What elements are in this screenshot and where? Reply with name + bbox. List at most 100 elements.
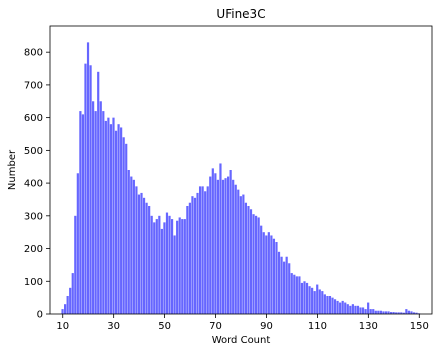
histogram-bar xyxy=(298,276,301,314)
y-axis-ticks: 0 100 200 300 400 500 600 700 800 xyxy=(24,48,50,321)
y-tick-label: 400 xyxy=(24,179,43,190)
histogram-bar xyxy=(356,305,360,314)
histogram-bar xyxy=(300,282,304,314)
histogram-bar xyxy=(216,179,220,314)
x-tick-label: 150 xyxy=(410,321,429,332)
histogram-bar xyxy=(333,299,337,314)
histogram-bar xyxy=(86,42,90,314)
histogram-bar xyxy=(303,281,306,314)
histogram-bar xyxy=(125,143,128,314)
histogram-bar xyxy=(178,217,181,314)
histogram-bar xyxy=(84,63,87,314)
histogram-bar xyxy=(153,222,156,314)
x-tick-label: 70 xyxy=(209,321,222,332)
histogram-bar xyxy=(323,294,326,314)
histogram-bar xyxy=(389,312,393,314)
histogram-bar xyxy=(285,256,288,314)
histogram-bar xyxy=(114,130,118,314)
histogram-bar xyxy=(181,219,184,314)
histogram-bar xyxy=(214,173,217,314)
x-tick-label: 10 xyxy=(56,321,69,332)
y-tick-label: 500 xyxy=(24,146,43,157)
x-axis-label: Word Count xyxy=(212,335,271,346)
histogram-bar xyxy=(308,286,311,314)
histogram-bar xyxy=(148,206,151,314)
histogram-bar xyxy=(305,282,309,314)
histogram-bar xyxy=(242,194,245,314)
histogram-bar xyxy=(89,65,92,314)
histogram-bar xyxy=(69,287,72,314)
x-tick-label: 110 xyxy=(308,321,327,332)
histogram-bar xyxy=(209,176,212,314)
x-tick-label: 130 xyxy=(359,321,378,332)
histogram-bar xyxy=(186,206,189,314)
histogram-bar xyxy=(244,202,248,314)
histogram-bar xyxy=(132,179,135,314)
histogram-bar xyxy=(255,215,258,314)
histogram-bar xyxy=(232,179,235,314)
histogram-bar xyxy=(122,137,125,314)
histogram-bar xyxy=(160,228,163,314)
histogram-bar xyxy=(94,111,97,314)
histogram-bar xyxy=(326,296,329,314)
histogram-bar xyxy=(410,311,413,314)
histogram-bar xyxy=(339,302,342,314)
histogram-bar xyxy=(377,310,380,314)
y-tick-label: 700 xyxy=(24,80,43,91)
histogram-bar xyxy=(379,310,382,314)
histogram-bar xyxy=(313,291,316,314)
histogram-bar xyxy=(137,194,141,314)
histogram-bar xyxy=(275,242,278,314)
plot-frame xyxy=(49,25,433,315)
histogram-bar xyxy=(407,310,411,314)
histogram-bar xyxy=(341,300,344,314)
histogram-bar xyxy=(219,163,222,314)
histogram-bar xyxy=(321,291,324,314)
histogram-bar xyxy=(395,312,398,314)
histogram-bar xyxy=(351,304,354,314)
x-tick-label: 30 xyxy=(107,321,120,332)
histogram-bar xyxy=(206,186,209,314)
histogram-bar xyxy=(288,263,291,314)
x-tick-label: 50 xyxy=(158,321,171,332)
histogram-bar xyxy=(367,302,370,314)
histogram-bar xyxy=(237,189,240,314)
histogram-bar xyxy=(142,197,146,314)
histogram-bar xyxy=(145,202,148,314)
y-axis-label: Number xyxy=(7,149,18,190)
histogram-bar xyxy=(117,124,120,314)
histogram-bar xyxy=(109,124,113,314)
x-tick-label: 90 xyxy=(260,321,273,332)
histogram-bar xyxy=(283,261,286,314)
y-tick-label: 600 xyxy=(24,113,43,124)
y-tick-label: 200 xyxy=(24,244,43,255)
y-tick-label: 800 xyxy=(24,48,43,59)
histogram-bar xyxy=(130,176,133,314)
histogram-bar xyxy=(193,197,197,314)
histogram-bar xyxy=(392,312,395,314)
histogram-bar xyxy=(61,309,64,314)
histogram-bar xyxy=(107,117,110,315)
histogram-bar xyxy=(239,196,242,314)
histogram-bar xyxy=(64,304,67,314)
bars-group xyxy=(61,42,421,315)
histogram-bar xyxy=(201,186,204,314)
histogram-bar xyxy=(405,309,408,314)
histogram-bar xyxy=(234,184,237,314)
histogram-bar xyxy=(364,309,367,314)
histogram-bar xyxy=(270,235,273,314)
histogram-bar xyxy=(293,274,296,314)
histogram-bar xyxy=(328,296,332,314)
histogram-bar xyxy=(397,312,400,314)
histogram-bar xyxy=(173,235,176,314)
histogram-bar xyxy=(260,225,263,314)
histogram-bar xyxy=(265,235,268,314)
histogram-bar xyxy=(387,311,390,314)
histogram-bar xyxy=(336,300,339,314)
histogram-bar xyxy=(163,222,166,314)
histogram-bar xyxy=(170,219,174,314)
histogram-bar xyxy=(400,312,403,314)
histogram-bar xyxy=(257,217,260,314)
histogram-bar xyxy=(71,273,74,314)
x-axis-ticks: 10 30 50 70 90 110 130 150 xyxy=(56,314,429,332)
